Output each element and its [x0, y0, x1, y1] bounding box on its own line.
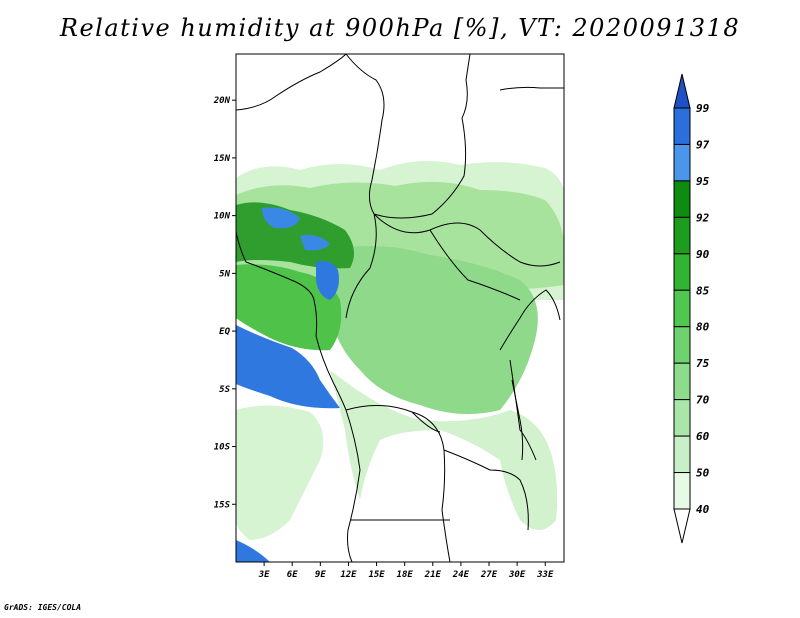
- coastline-west-africa: [235, 231, 361, 563]
- lon-tick-label: 30E: [508, 570, 526, 580]
- border-south: [345, 404, 529, 563]
- colorbar-segment: [673, 107, 691, 145]
- lon-tick-label: 6E: [287, 570, 298, 580]
- map-title: Relative humidity at 900hPa [%], VT: 202…: [59, 14, 741, 42]
- lon-tick-label: 21E: [424, 570, 442, 580]
- map-frame: [235, 53, 565, 563]
- colorbar-segment: [673, 326, 691, 364]
- lat-tick-label: 5N: [219, 269, 230, 279]
- lon-tick-label: 12E: [340, 570, 357, 580]
- lat-tick-label: 10N: [214, 212, 231, 222]
- border-central: [345, 213, 561, 319]
- colorbar-label: 97: [696, 138, 710, 151]
- border-east: [499, 86, 564, 461]
- grads-credit: GrADS: IGES/COLA: [4, 603, 82, 612]
- lon-tick-label: 27E: [480, 570, 498, 580]
- colorbar-label: 50: [696, 467, 710, 480]
- field-high-southwest: [236, 540, 270, 562]
- colorbar-segment: [673, 180, 691, 218]
- map-panel: [235, 53, 565, 563]
- lat-tick-label: 5S: [219, 385, 230, 395]
- lat-tick-label: 10S: [214, 443, 231, 453]
- lon-tick-label: 3E: [258, 570, 270, 580]
- field-ocean-south: [236, 405, 324, 540]
- lon-tick-label: 9E: [315, 570, 326, 580]
- colorbar-segment: [673, 399, 691, 437]
- colorbar-label: 99: [696, 102, 710, 115]
- colorbar-segment: [673, 362, 691, 401]
- lon-tick-label: 24E: [452, 570, 470, 580]
- colorbar-segment: [673, 472, 691, 510]
- colorbar-label: 92: [696, 211, 710, 224]
- colorbar-top-triangle: [673, 73, 691, 109]
- colorbar-segment: [673, 289, 691, 328]
- colorbar-label: 90: [696, 248, 710, 261]
- colorbar-label: 70: [696, 394, 710, 407]
- colorbar-segment: [673, 143, 691, 182]
- lake-tanganyika: [511, 379, 524, 461]
- field-light-south: [330, 370, 558, 530]
- lon-tick-label: 18E: [397, 570, 414, 580]
- field-green-gulf: [236, 264, 342, 351]
- lon-tick-label: 15E: [368, 570, 385, 580]
- colorbar-label: 60: [696, 430, 710, 443]
- colorbar-segment: [673, 435, 691, 474]
- boundaries-layer: [235, 53, 564, 563]
- colorbar-bottom-triangle: [673, 508, 691, 544]
- colorbar-label: 95: [696, 175, 710, 188]
- lat-tick-label: 15N: [214, 154, 231, 164]
- lon-tick-label: 33E: [536, 570, 554, 580]
- lat-tick-label: EQ: [219, 327, 230, 337]
- colorbar-label: 75: [696, 357, 710, 370]
- field-high-gulf: [316, 261, 339, 300]
- colorbar-label: 40: [696, 503, 710, 516]
- colorbar-label: 85: [696, 284, 710, 297]
- colorbar-segment: [673, 216, 691, 255]
- colorbar-label: 80: [696, 321, 710, 334]
- lat-tick-label: 20N: [213, 96, 231, 106]
- lat-tick-label: 15S: [214, 500, 231, 510]
- field-central-basin: [330, 246, 538, 414]
- longitude-axis: 3E 6E 9E 12E 15E 18E 21E 24E 27E 30E 33E: [258, 562, 554, 580]
- latitude-axis: 20N 15N 10N 5N EQ 5S 10S 15S: [213, 96, 236, 510]
- field-high-patches: [262, 207, 330, 251]
- field-high-ocean: [236, 325, 340, 409]
- colorbar-segment: [673, 253, 691, 291]
- border-north: [235, 53, 471, 219]
- colorbar: 99 97 95 92 90 85 80 75 70 60 50 40: [673, 73, 710, 544]
